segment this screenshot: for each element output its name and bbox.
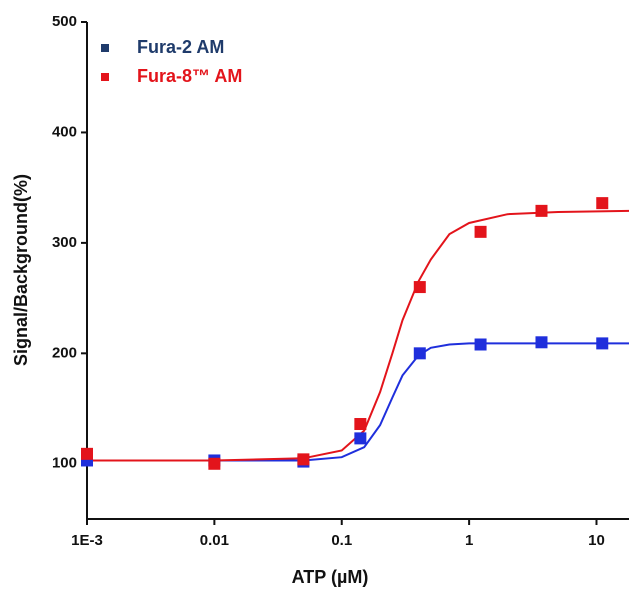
legend-marker — [101, 73, 109, 81]
point — [535, 336, 548, 349]
point — [81, 447, 93, 460]
legend-label: Fura-8™ AM — [137, 66, 242, 86]
point — [596, 337, 609, 350]
point — [413, 347, 426, 360]
legend-marker — [101, 44, 109, 52]
x-tick-label: 1 — [465, 532, 473, 549]
y-tick-label: 500 — [52, 13, 77, 30]
y-axis-label: Signal/Background(%) — [11, 174, 31, 366]
point — [297, 453, 310, 466]
y-tick-label: 300 — [52, 234, 77, 251]
point — [535, 204, 548, 217]
y-tick-label: 100 — [52, 455, 77, 472]
x-tick-label: 0.1 — [331, 532, 352, 549]
legend-label: Fura-2 AM — [137, 37, 224, 57]
x-axis-label: ATP (µM) — [292, 567, 369, 587]
fit-curve — [87, 342, 629, 462]
y-tick-label: 200 — [52, 344, 77, 361]
point — [208, 457, 221, 470]
x-tick-label: 10 — [588, 532, 605, 549]
fit-curve — [87, 209, 629, 462]
x-tick-label: 1E-3 — [71, 532, 103, 549]
point — [354, 418, 367, 431]
point — [474, 338, 487, 351]
point — [596, 197, 609, 210]
point — [354, 432, 367, 445]
point — [474, 225, 487, 238]
y-tick-label: 400 — [52, 123, 77, 140]
x-tick-label: 0.01 — [200, 532, 229, 549]
point — [413, 281, 426, 294]
